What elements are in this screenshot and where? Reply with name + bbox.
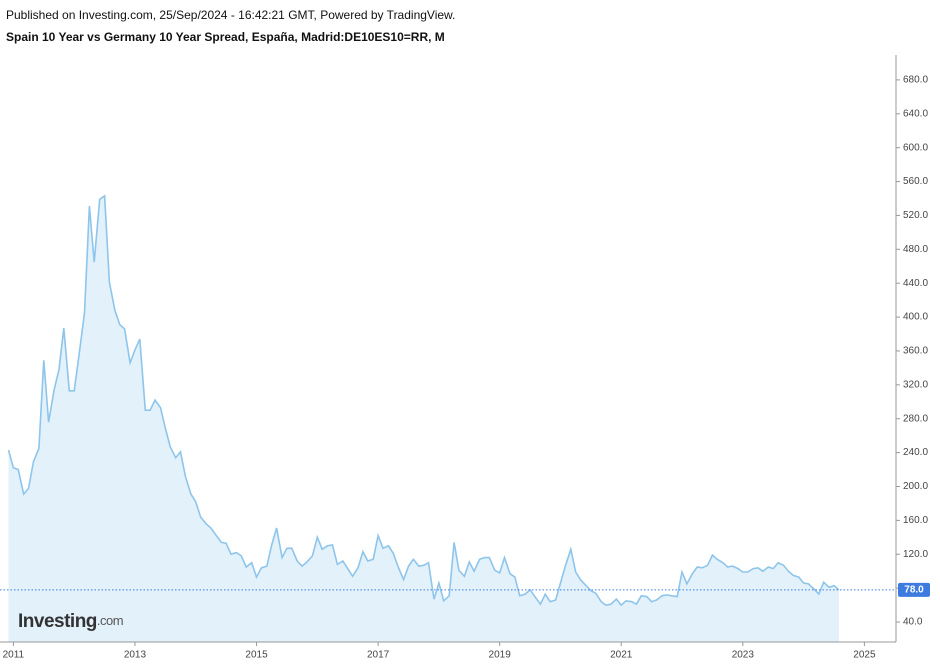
x-tick-label: 2013 (124, 650, 147, 661)
x-tick-label: 2019 (489, 650, 512, 661)
logo-brand: Investing (18, 611, 97, 632)
y-tick-label: 280.0 (903, 413, 928, 424)
y-tick-label: 640.0 (903, 108, 928, 119)
y-tick-label: 120.0 (903, 549, 928, 560)
y-tick-label: 400.0 (903, 312, 928, 323)
x-tick-label: 2025 (853, 650, 876, 661)
logo-suffix: .com (97, 613, 123, 628)
x-tick-label: 2011 (3, 650, 25, 661)
y-tick-label: 560.0 (903, 176, 928, 187)
area-fill (8, 195, 839, 642)
x-tick-label: 2015 (245, 650, 268, 661)
y-tick-label: 320.0 (903, 379, 928, 390)
y-tick-label: 240.0 (903, 447, 928, 458)
y-tick-label: 680.0 (903, 75, 928, 86)
y-tick-label: 480.0 (903, 244, 928, 255)
logo: Investing.com (18, 611, 123, 632)
y-tick-label: 440.0 (903, 278, 928, 289)
chart-title: Spain 10 Year vs Germany 10 Year Spread,… (6, 30, 445, 44)
y-tick-label: 160.0 (903, 515, 928, 526)
series-line (7, 194, 840, 607)
y-tick-label: 200.0 (903, 481, 928, 492)
y-tick-label: 520.0 (903, 210, 928, 221)
x-tick-label: 2017 (367, 650, 390, 661)
y-tick-label: 40.0 (903, 617, 923, 628)
y-tick-label: 600.0 (903, 142, 928, 153)
current-value-label: 78.0 (904, 584, 924, 595)
publish-note: Published on Investing.com, 25/Sep/2024 … (6, 8, 455, 22)
x-tick-label: 2023 (732, 650, 755, 661)
x-tick-label: 2021 (610, 650, 633, 661)
y-tick-label: 360.0 (903, 346, 928, 357)
plot-area (7, 194, 840, 642)
current-value-badge (898, 582, 930, 597)
